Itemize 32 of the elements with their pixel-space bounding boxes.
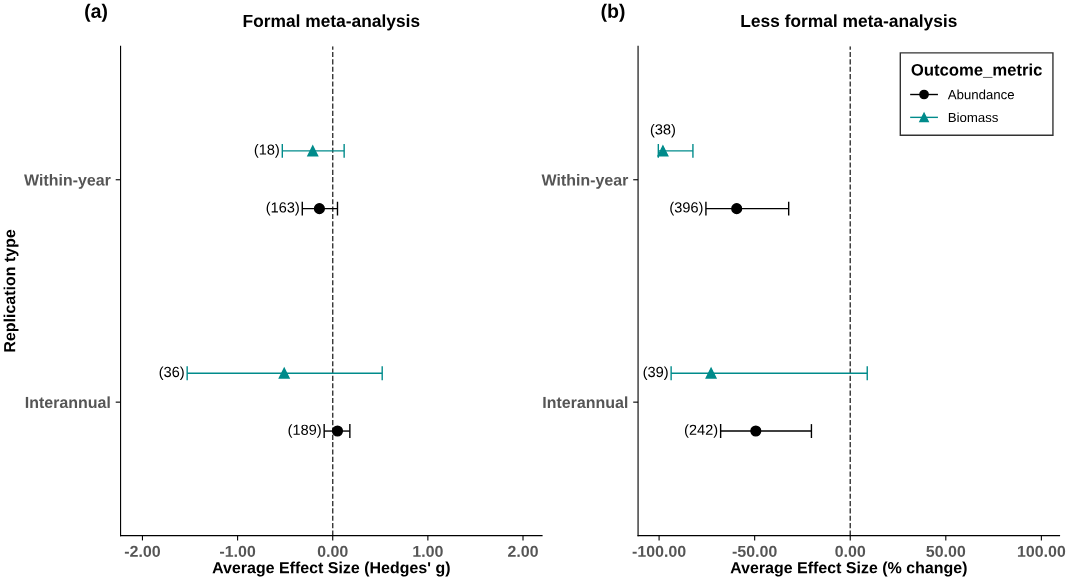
annotation: (396) — [670, 201, 703, 216]
x-axis-title: Average Effect Size (% change) — [730, 561, 967, 577]
x-tick-label: 1.00 — [413, 545, 443, 558]
y-axis-title: Replication type — [3, 229, 19, 352]
annotation: (18) — [254, 144, 279, 158]
legend-title: Outcome_metric — [911, 63, 1042, 78]
annotation: (38) — [650, 123, 675, 138]
x-tick-label: -50.00 — [732, 545, 777, 558]
x-tick-label: 50.00 — [926, 545, 966, 558]
x-tick-label: 2.00 — [508, 545, 538, 558]
x-tick-label: 100.00 — [1017, 545, 1066, 558]
legend-label: Biomass — [948, 112, 998, 123]
legend-label: Abundance — [947, 89, 1014, 100]
annotation: (39) — [643, 366, 668, 381]
annotation: (36) — [159, 366, 184, 381]
y-tick-label: Interannual — [25, 396, 110, 409]
chart-title: Formal meta-analysis — [243, 14, 420, 31]
annotation: (189) — [288, 424, 321, 438]
x-tick-label: -100.00 — [632, 545, 686, 558]
y-tick-label: Interannual — [543, 396, 628, 409]
text: (b) — [601, 3, 625, 22]
x-tick-label: 0.00 — [317, 545, 348, 558]
annotation: (242) — [684, 424, 718, 438]
y-tick-label: Within-year — [541, 173, 629, 189]
y-tick-label: Within-year — [24, 173, 111, 189]
x-tick-label: -1.00 — [220, 545, 256, 558]
x-tick-label: 0.00 — [835, 545, 866, 558]
annotation: (163) — [266, 201, 299, 216]
x-axis-title: Average Effect Size (Hedges' g) — [212, 561, 450, 577]
text: (a) — [85, 3, 107, 22]
chart-title: Less formal meta-analysis — [741, 14, 957, 31]
x-tick-label: -2.00 — [124, 545, 160, 558]
